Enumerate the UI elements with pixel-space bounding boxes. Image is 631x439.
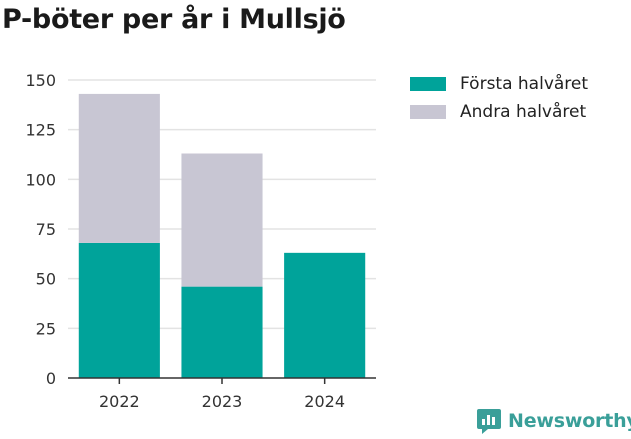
legend-item-first-half[interactable]: Första halvåret <box>410 70 588 98</box>
y-tick-label-150: 150 <box>25 71 56 90</box>
bar-2024-series-1 <box>284 252 366 378</box>
legend-label-first-half: Första halvåret <box>460 74 589 94</box>
legend-swatch-second-half <box>410 105 446 119</box>
y-tick-label-100: 100 <box>25 170 56 189</box>
y-tick-label-0: 0 <box>46 369 56 388</box>
x-tick-label-2024: 2024 <box>304 392 345 411</box>
legend-swatch-first-half <box>410 77 446 91</box>
bar-2023-series-1 <box>181 286 263 378</box>
y-axis: 0 25 50 75 100 125 150 <box>25 71 56 388</box>
legend: Första halvåret Andra halvåret <box>410 70 588 126</box>
legend-label-second-half: Andra halvåret <box>460 102 587 122</box>
x-tick-label-2023: 2023 <box>202 392 243 411</box>
brand-logo[interactable]: Newsworthy <box>476 407 631 435</box>
brand-name: Newsworthy <box>508 410 631 432</box>
y-tick-label-50: 50 <box>36 270 56 289</box>
x-axis: 2022 2023 2024 <box>68 377 376 411</box>
bar-2022-series-2 <box>78 93 160 243</box>
y-tick-label-25: 25 <box>36 319 56 338</box>
bar-2022-series-1 <box>78 242 160 378</box>
y-tick-label-125: 125 <box>25 121 56 140</box>
chart-title: P-böter per år i Mullsjö <box>2 4 346 35</box>
legend-item-second-half[interactable]: Andra halvåret <box>410 98 588 126</box>
y-tick-label-75: 75 <box>36 220 56 239</box>
bar-2023-series-2 <box>181 153 263 287</box>
newsworthy-logo-icon <box>477 409 501 434</box>
x-tick-label-2022: 2022 <box>99 392 140 411</box>
bars <box>78 93 366 378</box>
